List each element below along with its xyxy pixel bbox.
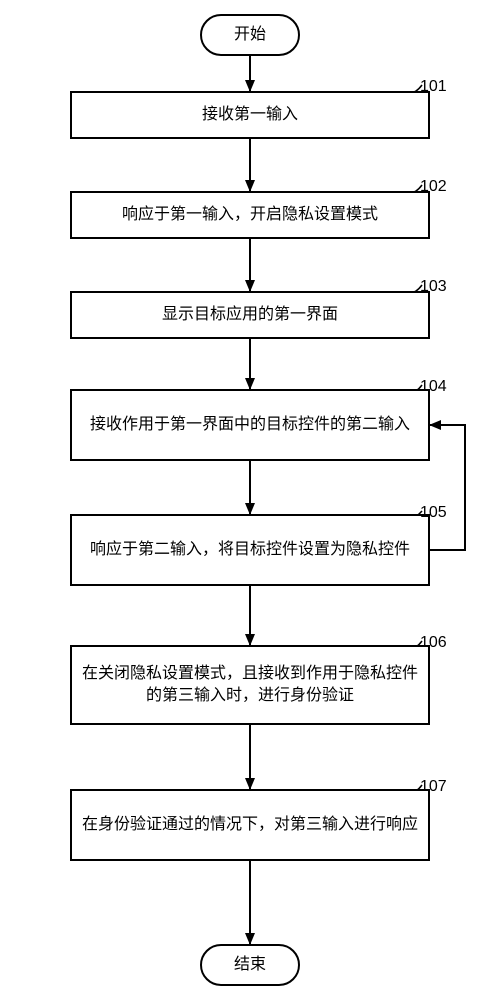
- start-terminator: 开始: [200, 14, 300, 56]
- step-label-102: 102: [420, 178, 447, 196]
- step-105: 响应于第二输入，将目标控件设置为隐私控件: [70, 514, 430, 586]
- step-103: 显示目标应用的第一界面: [70, 291, 430, 339]
- step-102: 响应于第一输入，开启隐私设置模式: [70, 191, 430, 239]
- step-label-107: 107: [420, 778, 447, 796]
- step-106: 在关闭隐私设置模式，且接收到作用于隐私控件的第三输入时，进行身份验证: [70, 645, 430, 725]
- step-label-104: 104: [420, 378, 447, 396]
- step-107: 在身份验证通过的情况下，对第三输入进行响应: [70, 789, 430, 861]
- step-label-103: 103: [420, 278, 447, 296]
- step-label-105: 105: [420, 504, 447, 522]
- step-label-106: 106: [420, 634, 447, 652]
- step-101: 接收第一输入: [70, 91, 430, 139]
- end-terminator: 结束: [200, 944, 300, 986]
- step-label-101: 101: [420, 78, 447, 96]
- step-104: 接收作用于第一界面中的目标控件的第二输入: [70, 389, 430, 461]
